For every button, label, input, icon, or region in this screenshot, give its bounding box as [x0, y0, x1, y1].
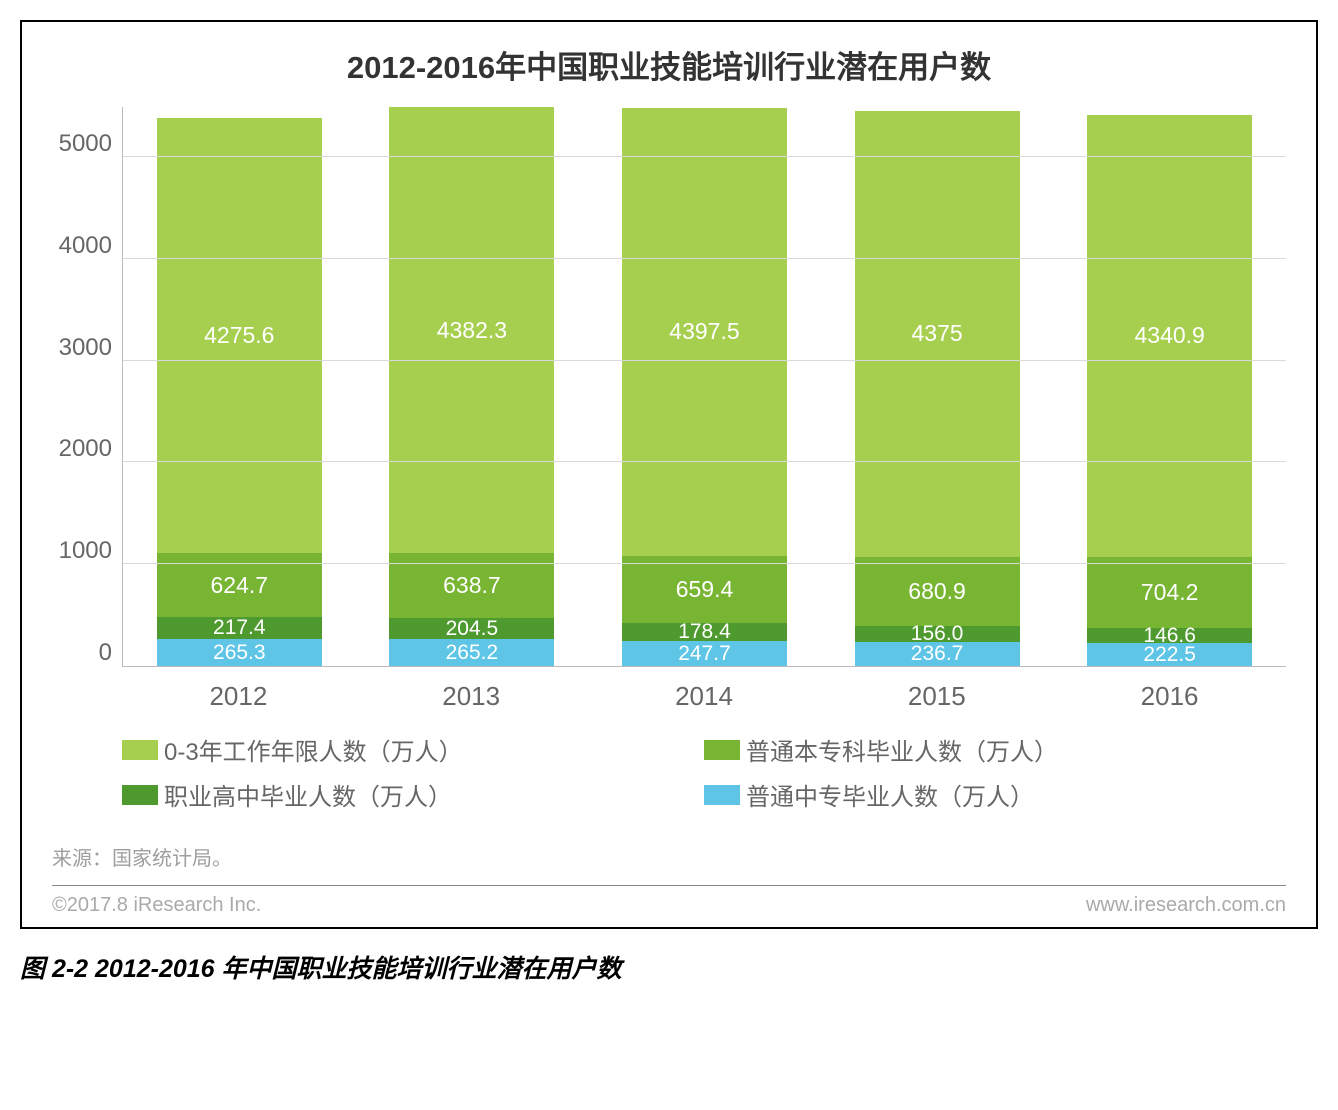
bar-segment-s1: 4340.9	[1087, 115, 1252, 557]
y-axis: 500040003000200010000	[52, 107, 122, 667]
legend-swatch	[122, 785, 158, 805]
bar-segment-s2: 659.4	[622, 556, 787, 623]
bar-value-label: 659.4	[676, 576, 734, 603]
bar-value-label: 4397.5	[669, 318, 739, 345]
bar-value-label: 638.7	[443, 572, 501, 599]
x-tick: 2012	[156, 681, 321, 712]
legend-label: 普通中专毕业人数（万人）	[746, 777, 1034, 812]
bar-segment-s2: 680.9	[855, 557, 1020, 626]
bar-column: 4397.5 659.4 178.4247.7	[622, 108, 787, 666]
chart-frame: 2012-2016年中国职业技能培训行业潜在用户数 50004000300020…	[20, 20, 1318, 929]
legend-item: 普通本专科毕业人数（万人）	[704, 732, 1286, 767]
bar-segment-s4: 222.5	[1087, 643, 1252, 666]
x-tick: 2013	[389, 681, 554, 712]
bar-value-label: 217.4	[213, 617, 266, 638]
plot-wrap: 500040003000200010000 4275.6 624.7 217.4 26…	[52, 107, 1286, 667]
x-tick: 2016	[1087, 681, 1252, 712]
bar-column: 4382.3 638.7 204.5 265.2	[389, 107, 554, 666]
bar-segment-s1: 4382.3	[389, 107, 554, 553]
bar-segment-s3: 156.0	[855, 626, 1020, 642]
chart-title: 2012-2016年中国职业技能培训行业潜在用户数	[52, 42, 1286, 87]
bar-segment-s4: 247.7	[622, 641, 787, 666]
bar-segment-s4: 265.2	[389, 639, 554, 666]
bar-value-label: 265.2	[446, 642, 499, 663]
bar-segment-s3: 217.4	[157, 617, 322, 639]
legend-label: 0-3年工作年限人数（万人）	[164, 732, 463, 767]
bar-value-label: 4340.9	[1134, 322, 1204, 349]
bar-segment-s2: 704.2	[1087, 557, 1252, 629]
bar-value-label: 265.3	[213, 642, 266, 663]
legend-label: 普通本专科毕业人数（万人）	[746, 732, 1058, 767]
footer: ©2017.8 iResearch Inc. www.iresearch.com…	[52, 886, 1286, 917]
legend-swatch	[704, 785, 740, 805]
gridline	[123, 156, 1286, 157]
bar-segment-s1: 4275.6	[157, 118, 322, 553]
legend-item: 职业高中毕业人数（万人）	[122, 777, 704, 812]
copyright-right: www.iresearch.com.cn	[1086, 894, 1286, 917]
legend-item: 普通中专毕业人数（万人）	[704, 777, 1286, 812]
bar-value-label: 624.7	[211, 572, 269, 599]
bar-column: 4340.9 704.2 146.6222.5	[1087, 115, 1252, 666]
bar-column: 4375 680.9 156.0236.7	[855, 111, 1020, 666]
bars-container: 4275.6 624.7 217.4 265.3 4382.3 638.7 204.5 265…	[123, 107, 1286, 666]
gridline	[123, 258, 1286, 259]
bar-value-label: 247.7	[678, 643, 731, 664]
bar-segment-s3: 204.5	[389, 618, 554, 639]
x-tick: 2015	[854, 681, 1019, 712]
plot-area: 4275.6 624.7 217.4 265.3 4382.3 638.7 204.5 265…	[122, 107, 1286, 667]
bar-value-label: 178.4	[678, 621, 731, 642]
bar-segment-s1: 4375	[855, 111, 1020, 556]
x-axis: 2012 2013 2014 2015 2016	[122, 667, 1286, 712]
bar-value-label: 236.7	[911, 643, 964, 664]
bar-value-label: 680.9	[908, 578, 966, 605]
bar-value-label: 4382.3	[437, 317, 507, 344]
bar-segment-s3: 146.6	[1087, 628, 1252, 643]
bar-value-label: 4275.6	[204, 322, 274, 349]
legend-item: 0-3年工作年限人数（万人）	[122, 732, 704, 767]
bar-value-label: 204.5	[446, 618, 499, 639]
bar-column: 4275.6 624.7 217.4 265.3	[157, 118, 322, 666]
gridline	[123, 360, 1286, 361]
bar-segment-s4: 236.7	[855, 642, 1020, 666]
legend-swatch	[704, 740, 740, 760]
bar-value-label: 704.2	[1141, 579, 1199, 606]
source-label: 来源：国家统计局。	[52, 842, 1286, 871]
bar-segment-s1: 4397.5	[622, 108, 787, 556]
bar-value-label: 222.5	[1143, 644, 1196, 665]
bar-segment-s3: 178.4	[622, 623, 787, 641]
gridline	[123, 563, 1286, 564]
copyright-left: ©2017.8 iResearch Inc.	[52, 894, 261, 917]
x-tick: 2014	[621, 681, 786, 712]
figure-caption: 图 2-2 2012-2016 年中国职业技能培训行业潜在用户数	[20, 949, 1318, 985]
gridline	[123, 461, 1286, 462]
legend-label: 职业高中毕业人数（万人）	[164, 777, 452, 812]
legend: 0-3年工作年限人数（万人） 普通本专科毕业人数（万人） 职业高中毕业人数（万人） 普…	[122, 732, 1286, 822]
bar-segment-s4: 265.3	[157, 639, 322, 666]
legend-swatch	[122, 740, 158, 760]
bar-value-label: 4375	[911, 320, 962, 347]
